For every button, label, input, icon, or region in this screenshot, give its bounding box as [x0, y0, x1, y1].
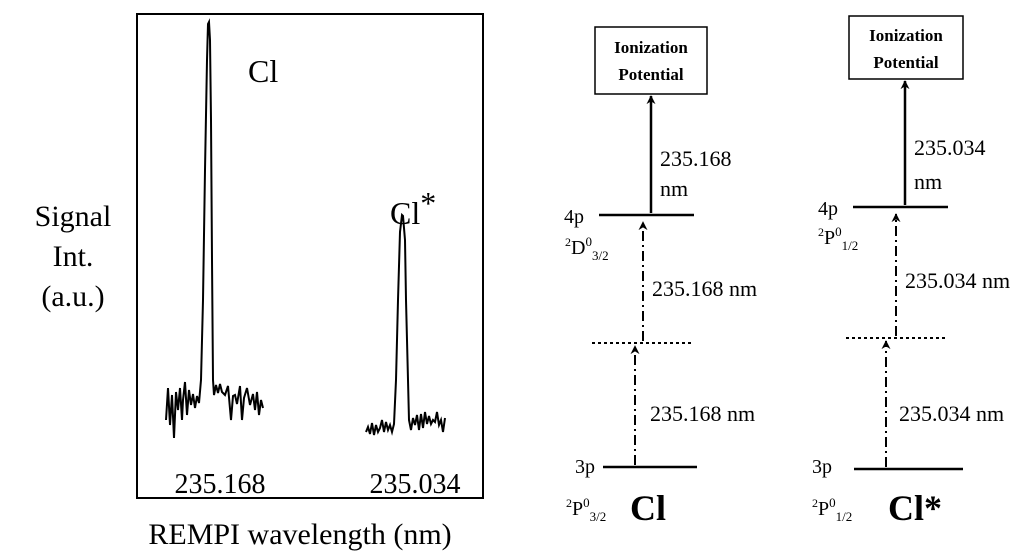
ip-label-line-2: Potential — [618, 65, 683, 84]
clstar-peak-label: Cl* — [390, 185, 436, 231]
upper-config: 4p — [818, 198, 838, 220]
energy-diagram-cl: Ionization Potential 235.168 nm 4p 2D03/… — [564, 26, 757, 528]
upper-term: 2P01/2 — [818, 224, 858, 253]
second-photon-label: 235.034 nm — [905, 268, 1010, 293]
ylabel-line-3: (a.u.) — [41, 280, 104, 313]
cl-peak-label: Cl — [248, 53, 278, 89]
upper-config: 4p — [564, 206, 584, 228]
ionization-unit: nm — [660, 176, 688, 201]
ionization-potential-box — [594, 26, 708, 95]
clstar-peak-trace — [365, 212, 446, 436]
tick-label-235-168: 235.168 — [175, 469, 266, 500]
xlabel: REMPI wavelength (nm) — [148, 518, 451, 551]
spectrum-frame — [136, 13, 484, 499]
spectrum-panel: Signal Int. (a.u.) Cl Cl* 235.168 235.03… — [35, 13, 484, 551]
ground-config: 3p — [575, 456, 595, 478]
ground-term: 2P03/2 — [566, 495, 606, 524]
ionization-wavelength: 235.168 — [660, 146, 732, 171]
ip-label-line-2: Potential — [873, 53, 938, 72]
second-photon-label: 235.168 nm — [652, 276, 757, 301]
ground-config: 3p — [812, 456, 832, 478]
ip-label-line-1: Ionization — [614, 38, 688, 57]
upper-term: 2D03/2 — [565, 234, 609, 263]
cl-peak-trace — [165, 18, 264, 439]
tick-label-235-034: 235.034 — [370, 469, 461, 500]
ionization-potential-box — [848, 15, 964, 80]
species-label-cl: Cl — [630, 488, 666, 528]
ionization-wavelength: 235.034 — [914, 135, 986, 160]
first-photon-label: 235.168 nm — [650, 401, 755, 426]
ionization-unit: nm — [914, 169, 942, 194]
ylabel-line-2: Int. — [53, 240, 94, 273]
first-photon-label: 235.034 nm — [899, 401, 1004, 426]
species-label-clstar: Cl* — [888, 488, 942, 528]
ip-label-line-1: Ionization — [869, 26, 943, 45]
ground-term: 2P01/2 — [812, 495, 852, 524]
ylabel-line-1: Signal — [35, 200, 112, 233]
energy-diagram-clstar: Ionization Potential 235.034 nm 4p 2P01/… — [812, 15, 1010, 528]
